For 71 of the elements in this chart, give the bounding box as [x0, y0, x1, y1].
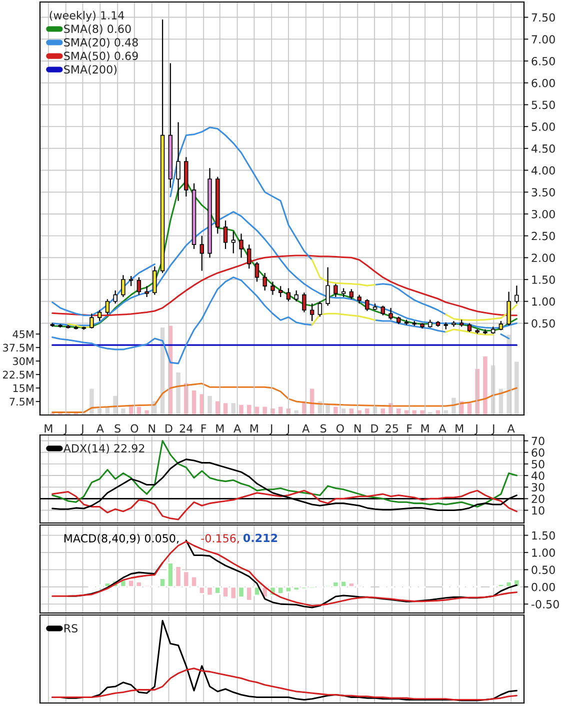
y-tick-label: -0.50 [531, 600, 559, 608]
y-tick-label: 60 [532, 448, 544, 457]
y-tick-label: 0.00 [532, 582, 555, 592]
y-tick-label: 15M [13, 384, 34, 392]
y-tick-label: 7.5M [10, 398, 34, 406]
y-tick-label: 7.00 [532, 35, 555, 44]
y-tick-label: 2.00 [532, 254, 555, 262]
y-tick-label: 2.50 [532, 232, 555, 240]
legend-label: SMA(8) 0.60 [64, 24, 131, 34]
x-tick-label: J [269, 424, 272, 435]
x-tick-label: O [130, 424, 138, 433]
x-tick-label: M [44, 424, 52, 432]
legend-label: SMA(50) 0.69 [64, 51, 138, 62]
x-tick-label: J [474, 424, 478, 435]
y-tick-label: 4.00 [531, 166, 555, 175]
x-tick-label: J [64, 424, 66, 435]
x-tick-label: F [407, 424, 412, 432]
y-tick-label: 6.00 [532, 78, 555, 88]
y-tick-label: 50 [532, 460, 544, 468]
y-tick-label: 1.50 [532, 275, 555, 284]
x-tick-label: M [250, 424, 258, 432]
x-tick-label: F [201, 424, 206, 432]
y-tick-label: 5.00 [532, 122, 555, 131]
legend-label: RS [64, 624, 78, 632]
y-tick-label: 0.50 [532, 566, 555, 574]
y-tick-label: 30 [532, 483, 544, 492]
legend-label: ADX(14) 22.92 [63, 444, 144, 454]
x-tick-label: S [320, 424, 326, 433]
y-tick-label: 7.50 [532, 13, 555, 22]
y-tick-label: 45M [12, 330, 34, 338]
y-tick-label: 70 [532, 436, 544, 446]
y-tick-label: 3.00 [532, 210, 555, 218]
series-label: -0.156, [201, 534, 239, 544]
y-tick-label: 3.50 [532, 188, 555, 196]
y-tick-label: 37.5M [3, 344, 34, 352]
series-label: MACD(8,40,9) 0.050, [64, 534, 178, 544]
x-tick-label: A [438, 424, 446, 432]
x-tick-label: S [114, 424, 120, 433]
y-tick-label: 22.5M [3, 370, 34, 379]
y-tick-label: 40 [531, 472, 544, 480]
y-tick-label: 1.00 [532, 297, 555, 306]
x-tick-label: M [421, 424, 429, 432]
y-tick-label: 1.00 [532, 548, 555, 557]
legend-title: (weekly) 1.14 [50, 10, 124, 22]
x-tick-label: J [80, 424, 84, 435]
y-tick-label: 1.50 [532, 531, 555, 540]
y-tick-label: 0.50 [532, 319, 555, 328]
legend-label: SMA(200) [64, 65, 116, 75]
annotation: 0.212 [243, 534, 278, 542]
y-tick-label: 4.50 [531, 144, 555, 153]
x-tick-label: N [148, 424, 155, 432]
x-tick-label: D [166, 424, 172, 432]
y-tick-label: 5.50 [532, 100, 555, 110]
y-tick-label: 30M [12, 357, 34, 366]
x-tick-label: M [456, 424, 464, 432]
x-tick-label: J [286, 424, 290, 435]
x-tick-label: A [234, 424, 242, 432]
y-tick-label: 6.50 [532, 56, 555, 66]
x-tick-label: D [371, 424, 378, 432]
x-tick-label: A [507, 424, 515, 432]
x-tick-label: J [491, 424, 494, 435]
x-tick-label: N [354, 424, 361, 432]
y-tick-label: 10 [532, 506, 544, 515]
x-tick-label: A [96, 424, 104, 432]
x-tick-label: M [216, 424, 224, 432]
x-tick-label: 24 [180, 424, 193, 432]
legend-label: SMA(20) 0.48 [64, 38, 138, 48]
x-tick-label: A [302, 424, 310, 432]
x-tick-label: O [336, 424, 344, 433]
x-tick-label: 25 [386, 424, 398, 433]
y-tick-label: 20 [532, 494, 544, 504]
